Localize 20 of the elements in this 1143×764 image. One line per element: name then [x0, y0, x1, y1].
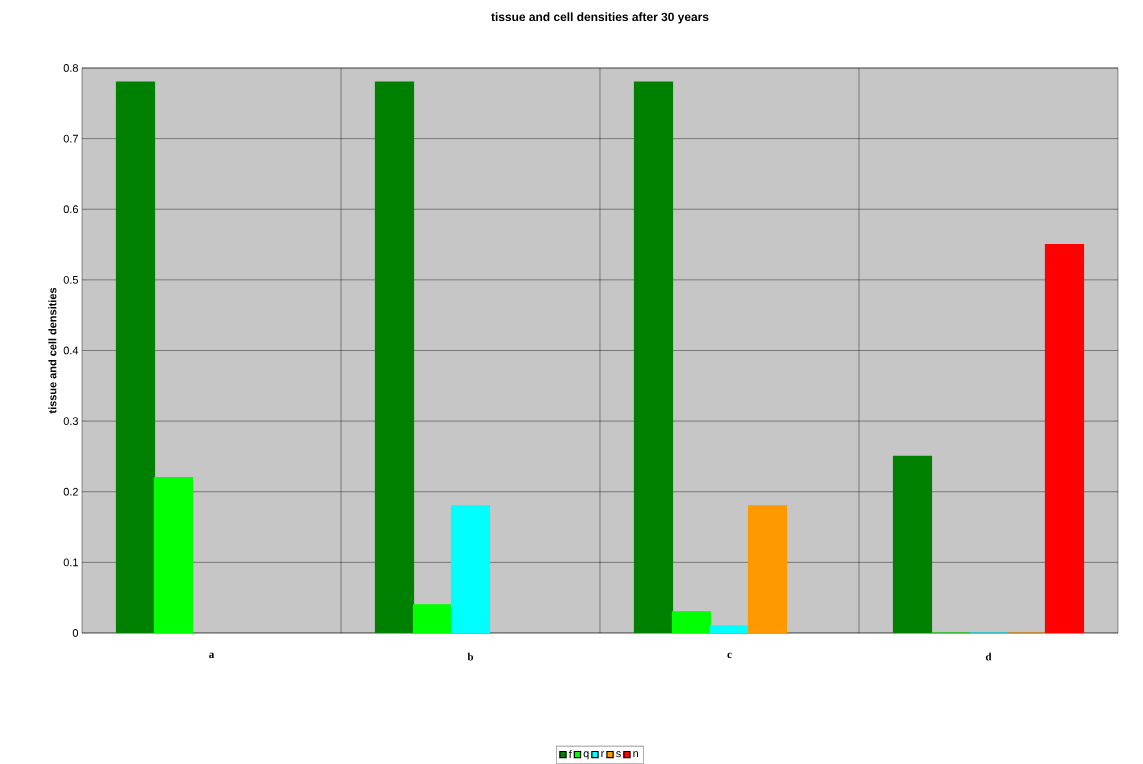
y-tick-label: 0.3 — [63, 417, 78, 426]
y-tick-label: 0.4 — [63, 346, 79, 355]
legend-label: q — [583, 751, 589, 760]
y-tick-label: 0.8 — [63, 64, 78, 72]
y-tick-label: 0.1 — [63, 558, 78, 567]
y-tick-label: 0 — [72, 629, 79, 637]
y-tick-label: 0.5 — [63, 276, 79, 284]
legend-label: r — [601, 751, 605, 758]
y-axis-title: tissue and cell densities — [48, 288, 57, 414]
y-tick-label: 0.7 — [63, 134, 78, 143]
y-tick-label: 0.6 — [63, 205, 78, 214]
y-tick-label: 0.2 — [63, 487, 78, 496]
chart-title: tissue and cell densities after 30 years — [491, 12, 709, 24]
legend-label: s — [616, 751, 621, 758]
x-tick-label: b — [467, 652, 474, 661]
legend-label: f — [568, 750, 572, 759]
x-tick-label: c — [727, 652, 732, 659]
x-tick-label: a — [209, 652, 215, 659]
x-tick-label: d — [985, 652, 992, 661]
legend-label: n — [633, 751, 639, 758]
